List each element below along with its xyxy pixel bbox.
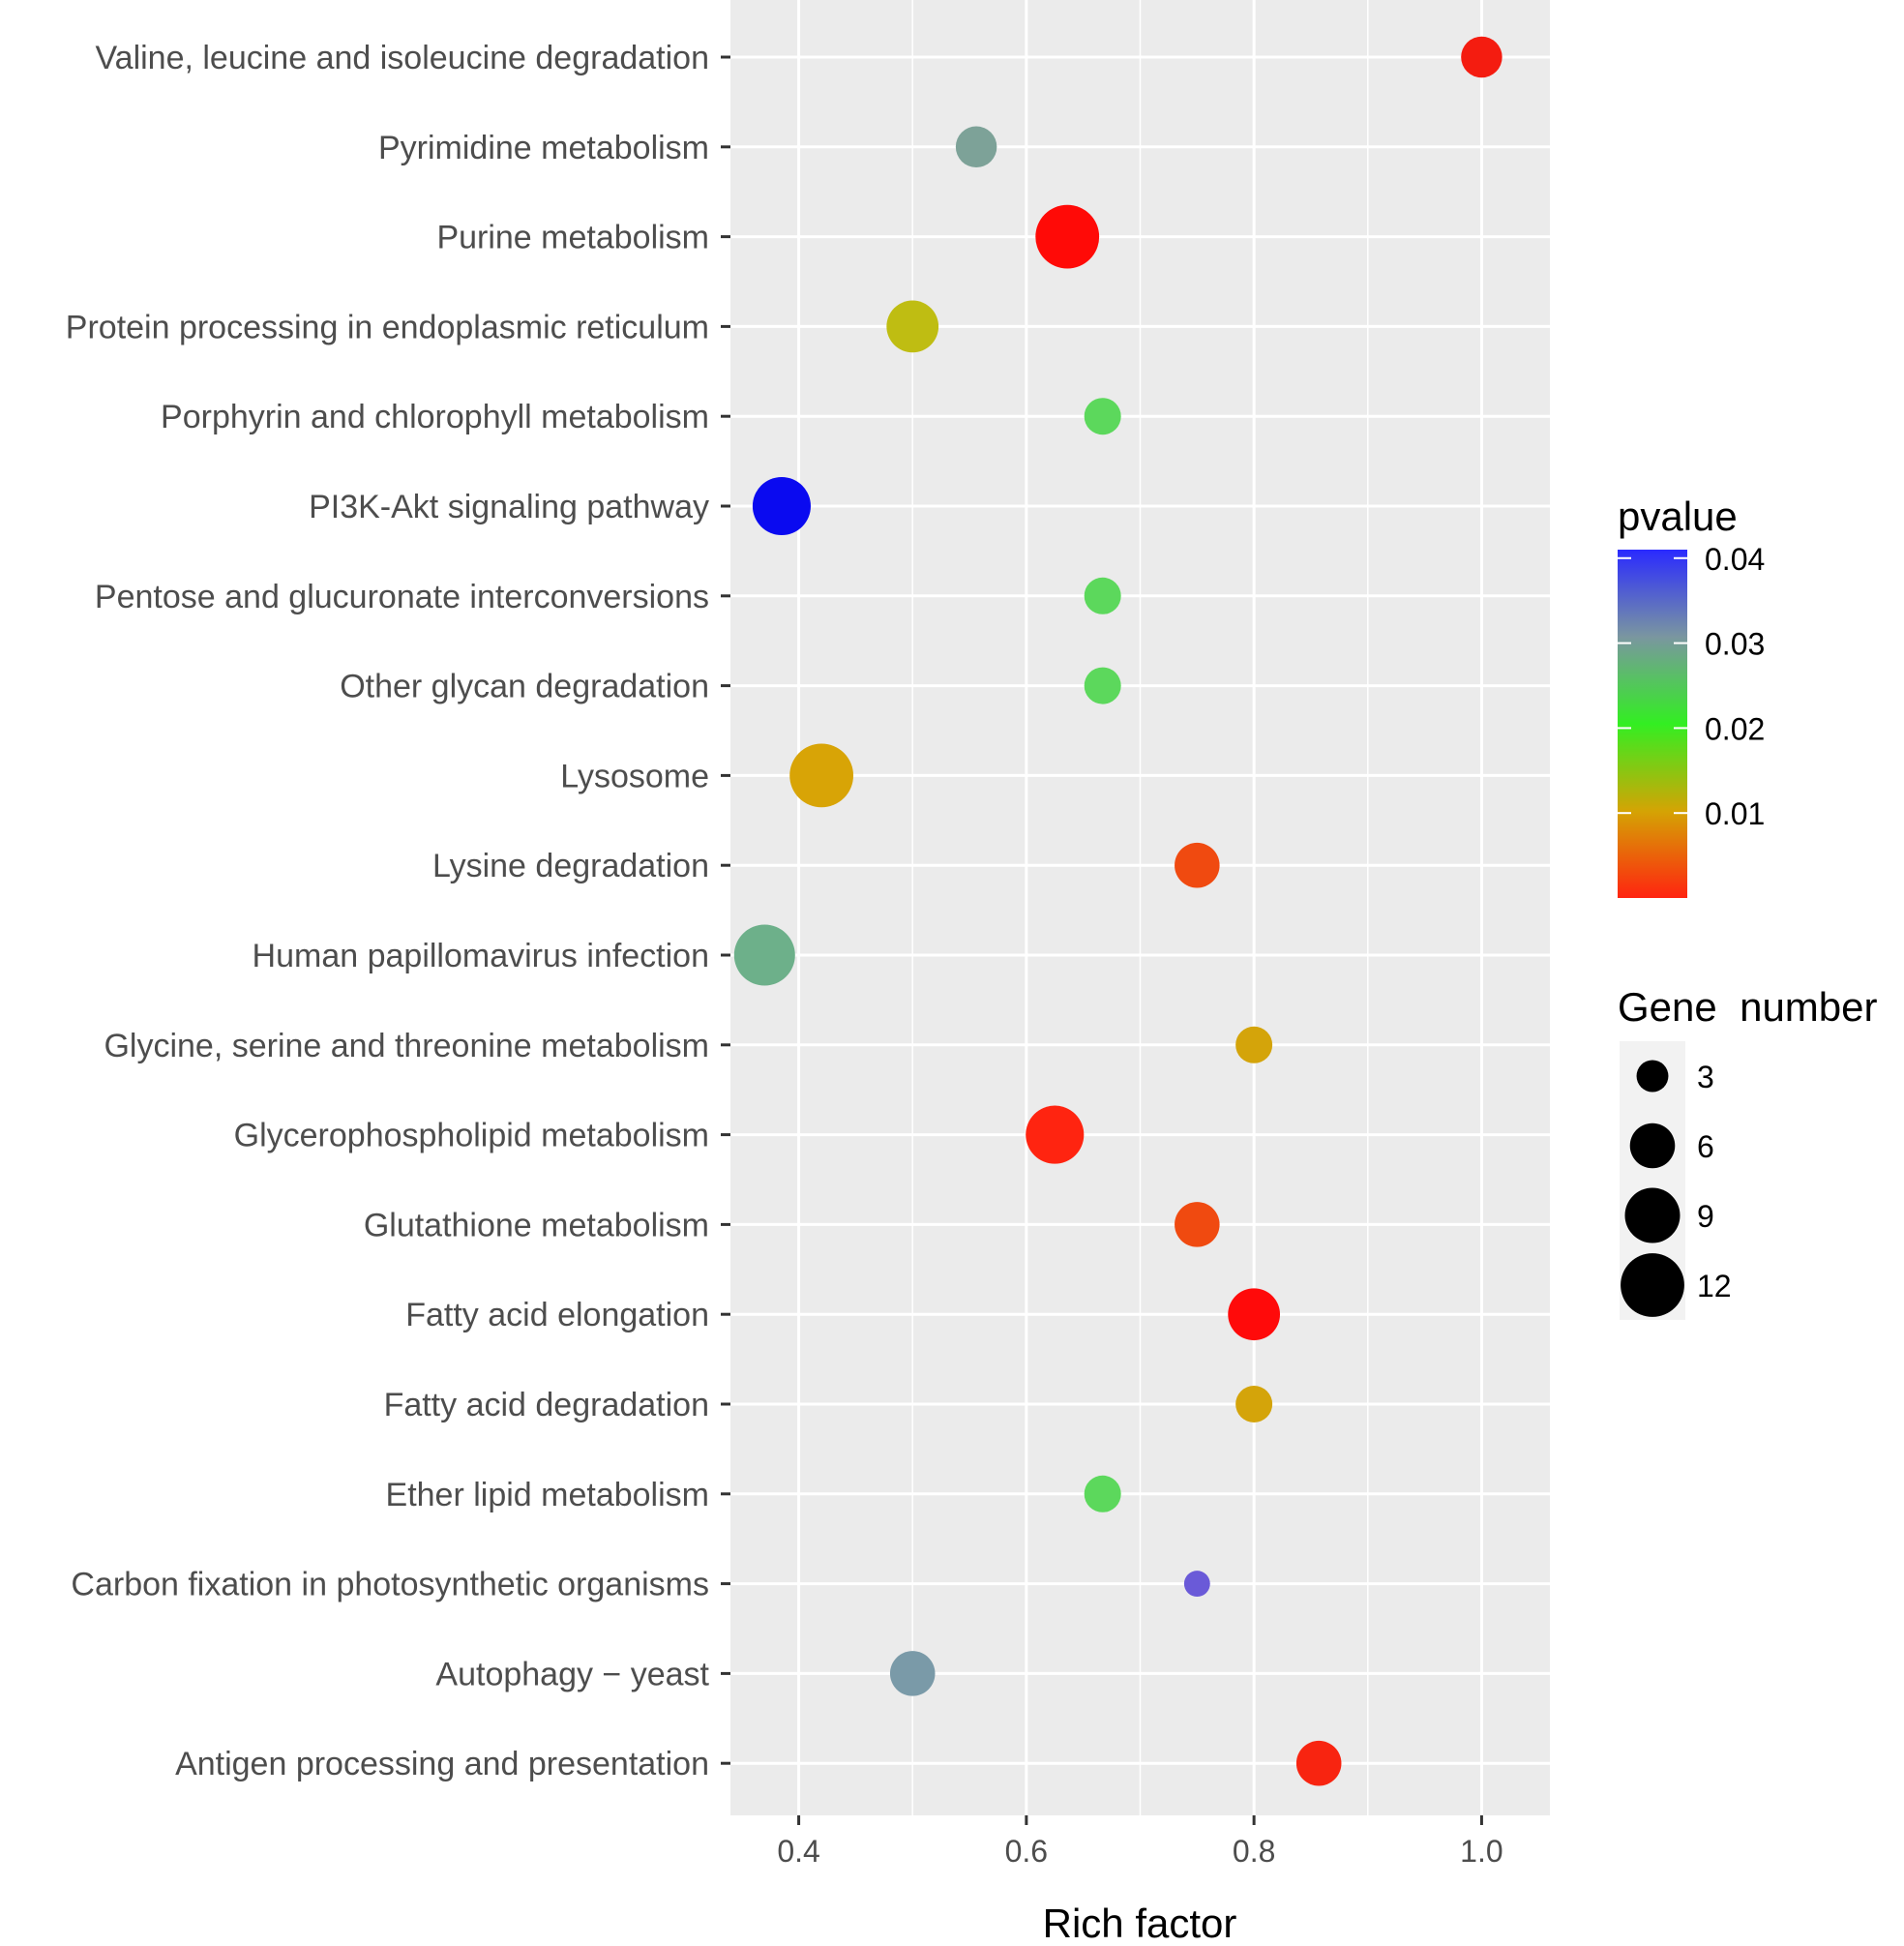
size-legend-dot <box>1621 1253 1684 1317</box>
size-legend-dot <box>1629 1123 1676 1169</box>
size-legend-label: 3 <box>1697 1060 1714 1094</box>
y-tick-label: Ether lipid metabolism <box>386 1477 709 1513</box>
y-tick-label: Human papillomavirus infection <box>253 938 709 974</box>
data-point <box>1235 1386 1273 1422</box>
major-gridlines <box>730 0 1550 1815</box>
colorbar-tick-label: 0.01 <box>1705 796 1765 831</box>
y-tick-label: Glycine, serine and threonine metabolism <box>104 1028 709 1064</box>
y-tick-label: Valine, leucine and isoleucine degradati… <box>96 40 710 76</box>
x-axis-title: Rich factor <box>1043 1901 1237 1946</box>
y-tick-label: Antigen processing and presentation <box>175 1746 709 1782</box>
data-point <box>1035 204 1100 269</box>
y-tick-label: Protein processing in endoplasmic reticu… <box>66 309 709 345</box>
data-points <box>733 36 1502 1786</box>
y-tick-label: Fatty acid degradation <box>384 1387 709 1423</box>
data-point <box>1235 1026 1273 1063</box>
y-tick-label: Pyrimidine metabolism <box>378 130 709 166</box>
y-tick-label: Pentose and glucuronate interconversions <box>95 579 709 615</box>
x-tick-label: 0.6 <box>1005 1834 1048 1869</box>
size-legend-dot <box>1624 1187 1681 1243</box>
y-tick-label: Autophagy − yeast <box>435 1656 709 1692</box>
data-point <box>886 300 939 353</box>
y-tick-label: Fatty acid elongation <box>405 1297 709 1333</box>
pvalue-colorbar <box>1618 550 1687 898</box>
pvalue-legend: pvalue 0.04 0.03 0.02 0.01 <box>1618 494 1765 898</box>
data-point <box>1026 1105 1085 1164</box>
y-tick-label: Carbon fixation in photosynthetic organi… <box>71 1567 709 1603</box>
size-legend-label: 9 <box>1697 1199 1714 1234</box>
size-legend-label: 12 <box>1697 1269 1732 1303</box>
data-point <box>733 924 795 986</box>
colorbar-tick-label: 0.02 <box>1705 711 1765 746</box>
data-point <box>789 743 854 808</box>
pvalue-legend-title: pvalue <box>1618 494 1738 539</box>
gene-number-legend-title: Gene number <box>1618 984 1878 1030</box>
size-legend-dot <box>1636 1060 1669 1093</box>
data-point <box>1175 1202 1220 1247</box>
colorbar-tick-label: 0.03 <box>1705 627 1765 662</box>
data-point <box>1084 1475 1121 1512</box>
data-point <box>1084 398 1121 435</box>
size-legend-label: 6 <box>1697 1129 1714 1164</box>
data-point <box>955 126 997 168</box>
y-tick-label: Porphyrin and chlorophyll metabolism <box>161 399 709 435</box>
y-tick-label: Glutathione metabolism <box>364 1207 709 1243</box>
data-point <box>1228 1288 1281 1341</box>
y-tick-label: Purine metabolism <box>436 220 709 256</box>
y-tick-label: PI3K-Akt signaling pathway <box>309 489 709 525</box>
y-axis: Valine, leucine and isoleucine degradati… <box>66 40 730 1782</box>
data-point <box>889 1651 936 1696</box>
data-point <box>1461 36 1502 78</box>
x-tick-label: 0.4 <box>777 1834 819 1869</box>
y-tick-label: Lysosome <box>560 758 709 794</box>
colorbar-tick-label: 0.04 <box>1705 542 1765 577</box>
data-point <box>1295 1740 1342 1786</box>
y-tick-label: Glycerophospholipid metabolism <box>234 1118 709 1154</box>
data-point <box>1175 842 1220 888</box>
y-tick-label: Lysine degradation <box>432 848 709 884</box>
x-axis: 0.4 0.6 0.8 1.0 <box>777 1815 1503 1869</box>
x-tick-label: 1.0 <box>1460 1834 1502 1869</box>
x-tick-label: 0.8 <box>1233 1834 1275 1869</box>
y-tick-label: Other glycan degradation <box>340 669 709 705</box>
data-point <box>1084 667 1121 704</box>
data-point <box>1084 577 1121 614</box>
data-point <box>1183 1571 1210 1598</box>
gene-number-legend: Gene number 3 6 9 12 <box>1618 984 1878 1320</box>
data-point <box>752 476 811 536</box>
